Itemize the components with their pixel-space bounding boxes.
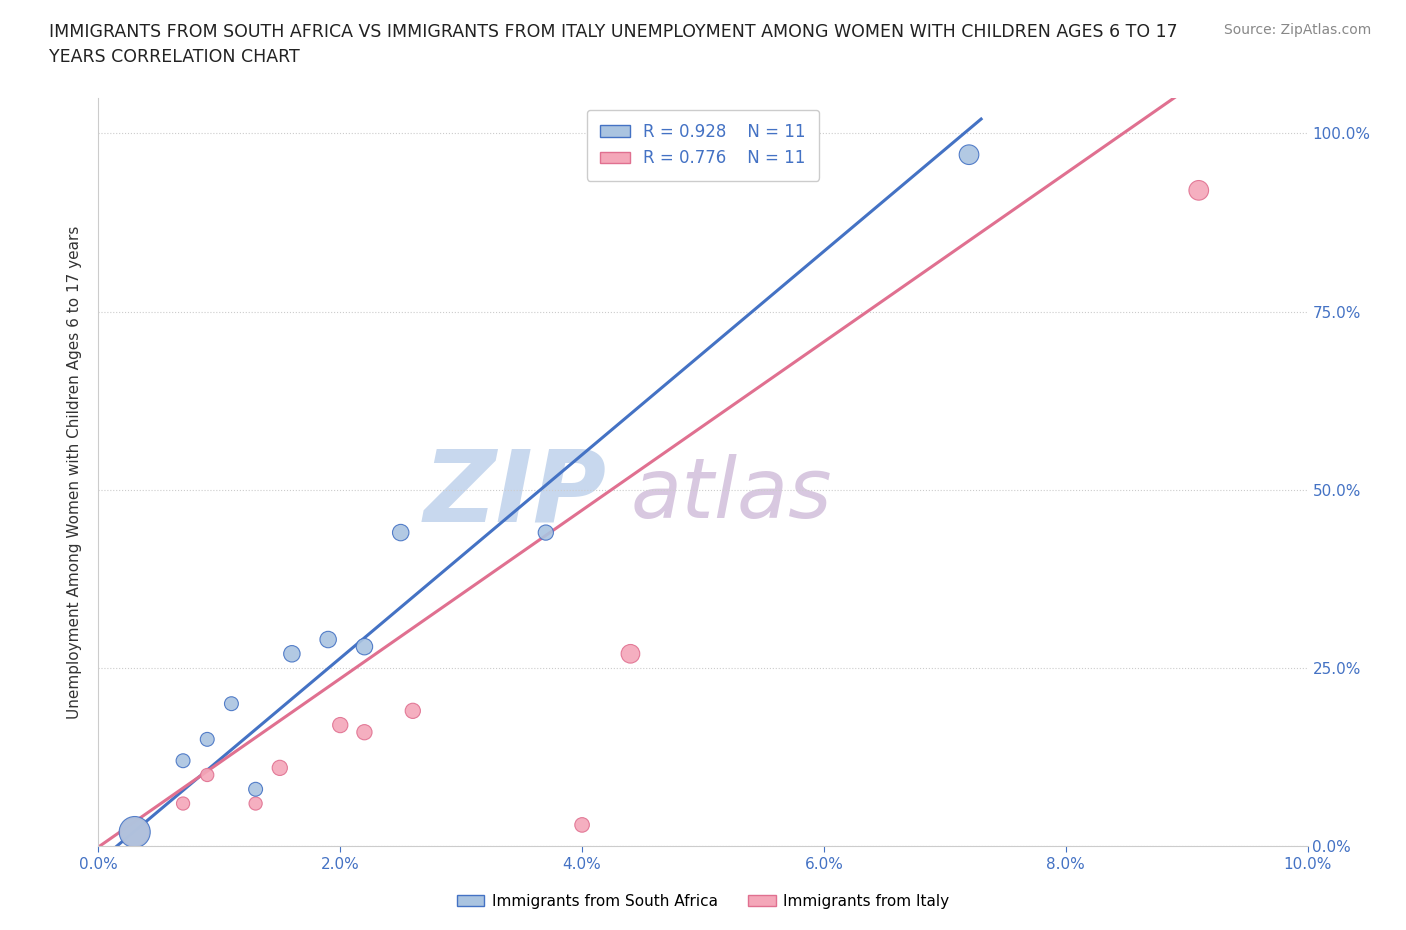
Text: ZIP: ZIP: [423, 445, 606, 543]
Point: [316, 632, 339, 647]
Legend: Immigrants from South Africa, Immigrants from Italy: Immigrants from South Africa, Immigrants…: [450, 888, 956, 915]
Point: [353, 724, 375, 739]
Point: [221, 697, 243, 711]
Text: IMMIGRANTS FROM SOUTH AFRICA VS IMMIGRANTS FROM ITALY UNEMPLOYMENT AMONG WOMEN W: IMMIGRANTS FROM SOUTH AFRICA VS IMMIGRAN…: [49, 23, 1178, 41]
Point: [245, 796, 267, 811]
Y-axis label: Unemployment Among Women with Children Ages 6 to 17 years: Unemployment Among Women with Children A…: [67, 225, 83, 719]
Point: [957, 147, 980, 162]
Point: [402, 703, 425, 718]
Point: [195, 767, 218, 782]
Legend: R = 0.928    N = 11, R = 0.776    N = 11: R = 0.928 N = 11, R = 0.776 N = 11: [586, 110, 820, 180]
Point: [389, 525, 412, 540]
Point: [619, 646, 641, 661]
Point: [172, 753, 194, 768]
Point: [172, 796, 194, 811]
Text: YEARS CORRELATION CHART: YEARS CORRELATION CHART: [49, 48, 299, 66]
Point: [124, 825, 146, 840]
Text: Source: ZipAtlas.com: Source: ZipAtlas.com: [1223, 23, 1371, 37]
Point: [269, 761, 291, 776]
Point: [353, 639, 375, 654]
Point: [329, 718, 352, 733]
Point: [124, 825, 146, 840]
Point: [245, 782, 267, 797]
Text: atlas: atlas: [630, 454, 832, 535]
Point: [1188, 183, 1211, 198]
Point: [534, 525, 557, 540]
Point: [281, 646, 304, 661]
Point: [195, 732, 218, 747]
Point: [571, 817, 593, 832]
